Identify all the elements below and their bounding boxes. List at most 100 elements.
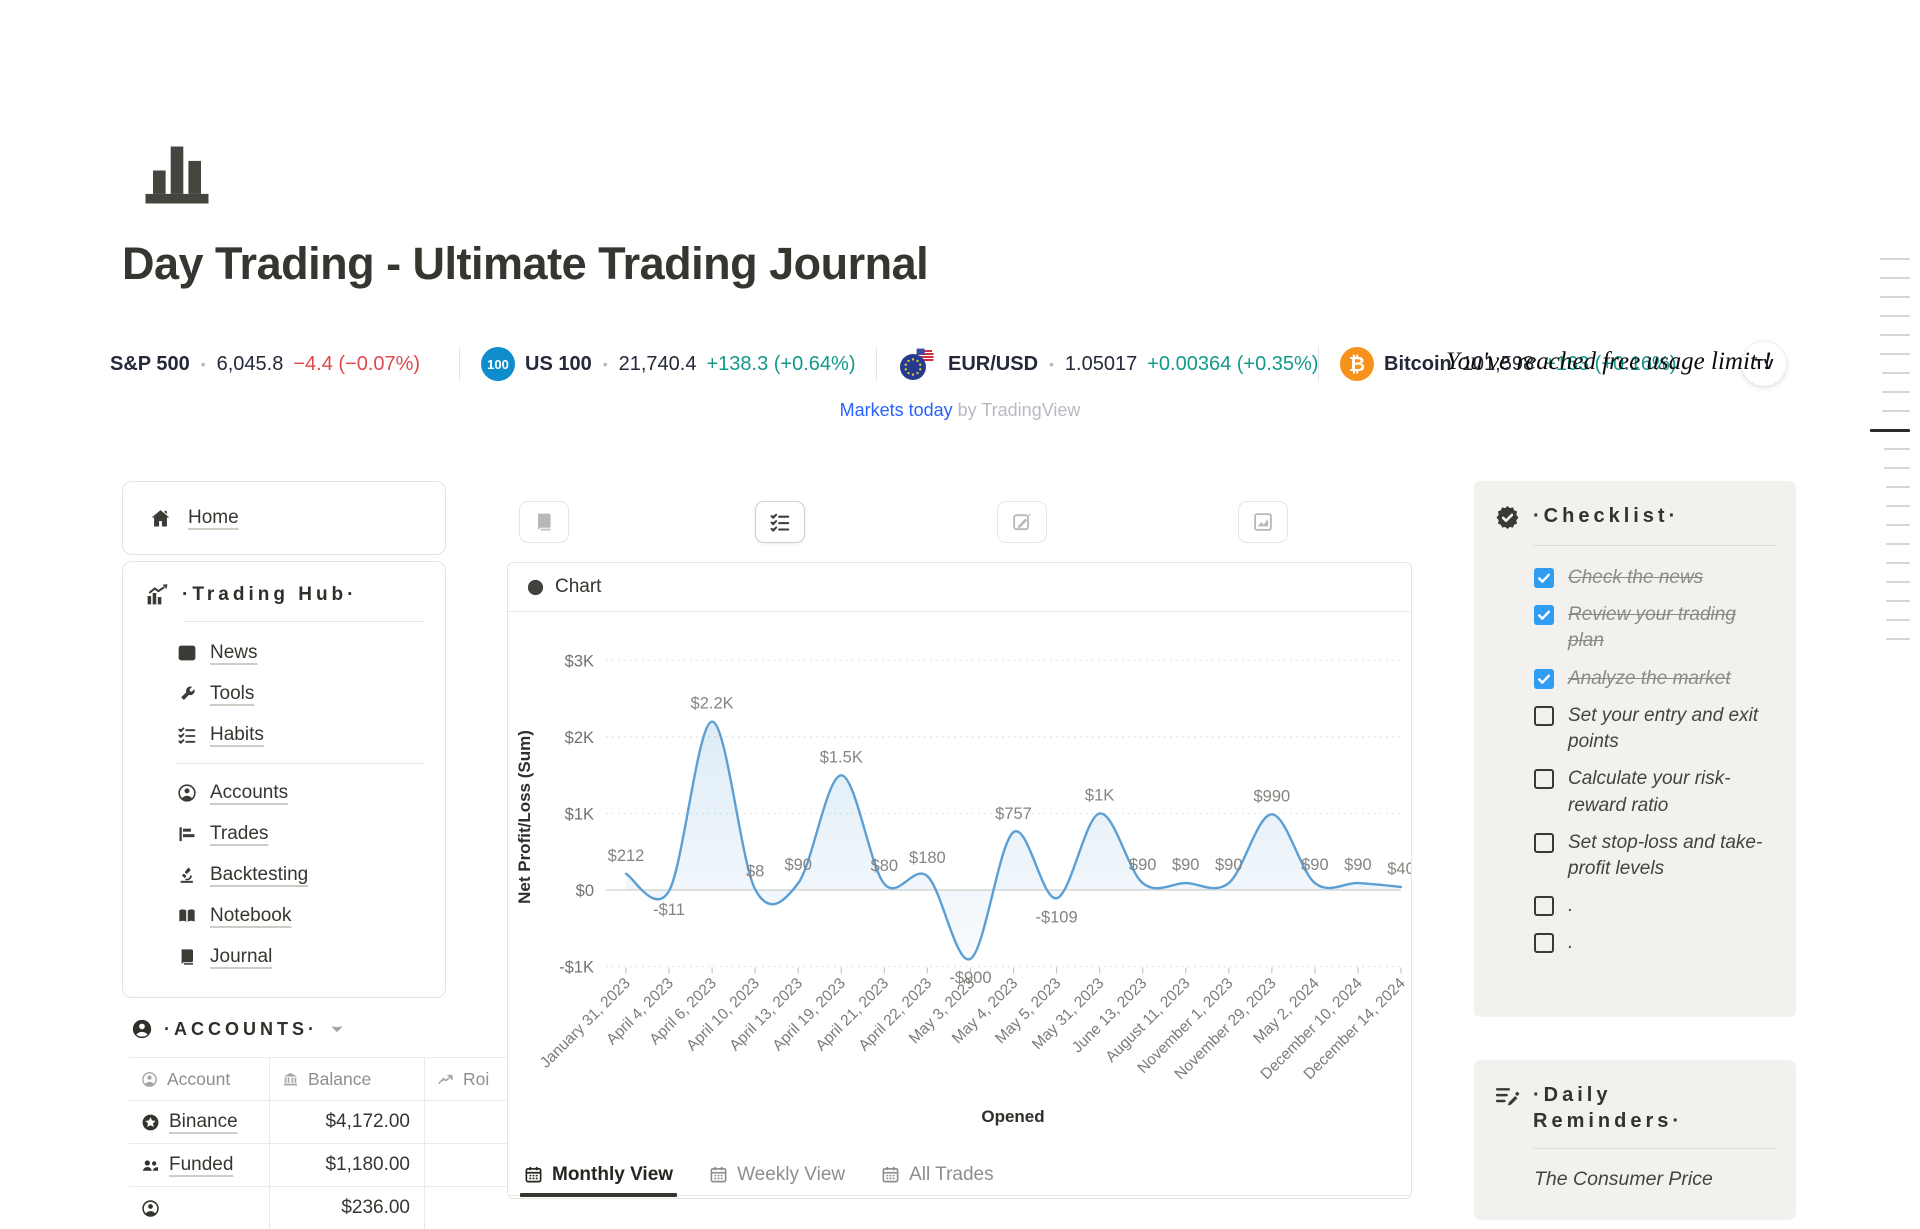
ticker-item-s-p-500[interactable]: S&P 500 • 6,045.8 −4.4 (−0.07%) [110, 338, 420, 390]
checkbox[interactable] [1534, 769, 1554, 790]
sidebar-item-label[interactable]: Notebook [210, 904, 292, 926]
outline-mark[interactable] [1886, 638, 1910, 640]
accounts-table: Account Balance Roi Binance $4,172.00 Funded $… [129, 1057, 511, 1229]
ticker-item-us-100[interactable]: 100 US 100 • 21,740.4 +138.3 (+0.64%) [481, 338, 855, 390]
toolbar-edit-button[interactable] [997, 501, 1047, 543]
toolbar-checklist-button[interactable] [755, 501, 805, 543]
sidebar-item-home[interactable]: Home [188, 507, 239, 528]
outline-mark[interactable] [1886, 600, 1910, 602]
toolbar-journal-button[interactable] [519, 501, 569, 543]
outline-mark[interactable] [1886, 619, 1910, 621]
account-link[interactable]: Funded [169, 1154, 234, 1175]
outline-mark[interactable] [1886, 486, 1910, 488]
outline-mark[interactable] [1882, 410, 1910, 412]
checkbox[interactable] [1534, 568, 1554, 588]
checklist-item-label: Set your entry and exit points [1568, 704, 1759, 753]
outline-mark[interactable] [1880, 315, 1910, 317]
checklist-item-label: Calculate your risk-reward ratio [1568, 768, 1731, 816]
roi-cell [425, 1144, 511, 1186]
sidebar-item-label[interactable]: Trades [210, 822, 269, 844]
outline-mark[interactable] [1884, 467, 1910, 469]
sidebar-item-news[interactable]: News [145, 632, 425, 673]
microscope-icon [177, 865, 197, 885]
checkbox[interactable] [1534, 933, 1554, 954]
checkbox[interactable] [1534, 832, 1554, 853]
ticker-item-eur-usd[interactable]: EUR/USD • 1.05017 +0.00364 (+0.35%) [898, 338, 1318, 390]
sidebar-item-notebook[interactable]: Notebook [145, 895, 425, 936]
svg-text:Opened: Opened [981, 1107, 1044, 1126]
tab-weekly-view[interactable]: Weekly View [709, 1154, 845, 1195]
tab-monthly-view[interactable]: Monthly View [519, 1154, 678, 1197]
column-header-roi[interactable]: Roi [425, 1058, 511, 1100]
outline-mark[interactable] [1886, 524, 1910, 526]
svg-text:$1.5K: $1.5K [820, 748, 863, 766]
ticker-item-bitcoin[interactable]: ₿ Bitcoin 101,598 +163 (+0.16%) [1340, 338, 1676, 390]
outline-mark[interactable] [1882, 372, 1910, 374]
ticker-price: 6,045.8 [216, 352, 284, 375]
page-outline-indicator[interactable] [1868, 258, 1910, 657]
ticker-price: 21,740.4 [618, 352, 697, 375]
person-circle-icon [141, 1071, 158, 1088]
accounts-section-header[interactable]: ·ACCOUNTS· [131, 1018, 345, 1040]
outline-mark[interactable] [1882, 391, 1910, 393]
outline-mark[interactable] [1886, 543, 1910, 545]
checkbox[interactable] [1534, 668, 1554, 689]
sidebar-item-accounts[interactable]: Accounts [145, 772, 425, 813]
column-header-account[interactable]: Account [129, 1058, 270, 1100]
ticker-separator [876, 347, 877, 381]
star-circle-icon [141, 1113, 160, 1132]
person-circle-icon [177, 783, 197, 803]
svg-text:$2K: $2K [565, 729, 594, 747]
checkbox[interactable] [1534, 896, 1554, 917]
sidebar-item-label[interactable]: Tools [210, 682, 255, 704]
trading-hub-card: ·Trading Hub· News Tools Habits Accounts Tra… [122, 561, 446, 998]
sidebar-item-label[interactable]: News [210, 641, 258, 663]
table-row: $236.00 [129, 1186, 511, 1229]
sidebar-item-label[interactable]: Journal [210, 945, 273, 967]
svg-text:-$1K: -$1K [559, 959, 594, 977]
sidebar-item-tools[interactable]: Tools [145, 673, 425, 714]
sidebar-item-backtesting[interactable]: Backtesting [145, 854, 425, 895]
checkbox[interactable] [1534, 605, 1554, 626]
outline-mark[interactable] [1880, 258, 1910, 260]
checklist-item: Set your entry and exit points [1534, 703, 1776, 755]
account-name-cell[interactable]: Funded [129, 1144, 270, 1186]
checklist-item-label: Review your trading plan [1568, 604, 1736, 652]
toolbar-chart-button[interactable] [1238, 501, 1288, 543]
sidebar-item-journal[interactable]: Journal [145, 936, 425, 977]
dot-separator: • [200, 356, 206, 372]
outline-mark[interactable] [1884, 448, 1910, 450]
outline-mark[interactable] [1880, 334, 1910, 336]
sidebar-item-label[interactable]: Backtesting [210, 863, 309, 885]
sidebar-item-trades[interactable]: Trades [145, 813, 425, 854]
outline-mark[interactable] [1880, 296, 1910, 298]
outline-mark[interactable] [1886, 505, 1910, 507]
column-header-balance[interactable]: Balance [270, 1058, 425, 1100]
sidebar-item-label[interactable]: Accounts [210, 781, 289, 803]
chevron-down-icon[interactable] [329, 1021, 345, 1037]
outline-mark[interactable] [1886, 562, 1910, 564]
sidebar-item-label[interactable]: Habits [210, 723, 264, 745]
svg-text:$180: $180 [909, 849, 946, 867]
people-icon [141, 1156, 160, 1175]
tab-all-trades[interactable]: All Trades [881, 1154, 994, 1195]
sidebar-item-habits[interactable]: Habits [145, 714, 425, 755]
markets-today-link[interactable]: Markets today [839, 400, 953, 420]
account-link[interactable]: Binance [169, 1111, 238, 1132]
bar-chart-logo-icon [131, 136, 223, 208]
checkbox[interactable] [1534, 705, 1554, 726]
account-name-cell[interactable] [129, 1187, 270, 1229]
tradingview-logo-badge[interactable]: TV [1742, 342, 1786, 386]
svg-text:$90: $90 [1129, 856, 1157, 874]
trend-icon [437, 1071, 454, 1088]
svg-text:$1K: $1K [1085, 787, 1114, 805]
outline-mark[interactable] [1886, 581, 1910, 583]
account-name-cell[interactable]: Binance [129, 1101, 270, 1143]
divider [175, 763, 425, 764]
outline-mark[interactable] [1870, 429, 1910, 432]
checklist-item: Review your trading plan [1534, 602, 1776, 654]
table-row: Binance $4,172.00 [129, 1100, 511, 1143]
outline-mark[interactable] [1880, 277, 1910, 279]
outline-mark[interactable] [1880, 353, 1910, 355]
column-header-label: Roi [463, 1068, 490, 1089]
